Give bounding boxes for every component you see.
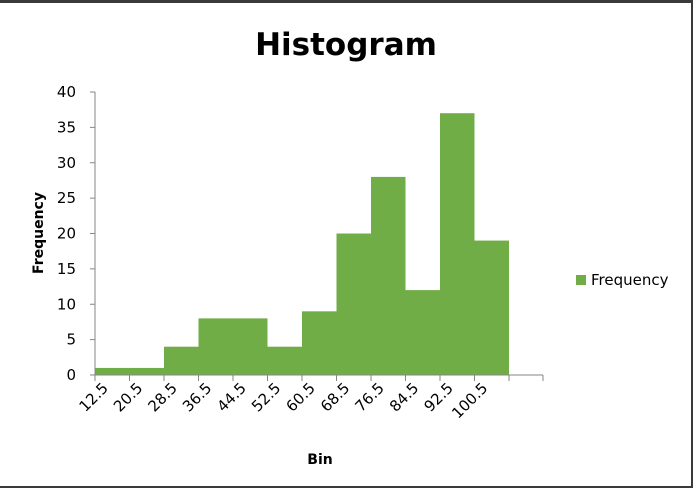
y-tick-label: 20 [57, 225, 76, 243]
histogram-chart: Histogram 0 5 10 15 20 25 30 35 40 12.520.528.53… [31, 27, 669, 468]
bar [164, 346, 199, 375]
bar [198, 318, 233, 375]
bar [336, 233, 371, 375]
bar [440, 113, 475, 375]
y-axis-label: Frequency [31, 192, 47, 274]
x-axis-label: Bin [307, 452, 332, 468]
x-tick-label: 28.5 [144, 379, 180, 415]
y-tick-label: 35 [57, 118, 76, 136]
y-tick-label: 40 [57, 83, 76, 101]
bar [474, 240, 509, 375]
legend-label: Frequency [591, 271, 669, 289]
x-tick-label: 84.5 [386, 379, 422, 415]
y-tick-label: 0 [66, 366, 76, 384]
y-tick-label: 25 [57, 189, 76, 207]
legend-swatch [576, 275, 586, 285]
x-tick-label: 68.5 [317, 379, 353, 415]
chart-title: Histogram [255, 27, 437, 63]
y-axis-ticks: 0 5 10 15 20 25 30 35 40 [57, 83, 95, 384]
y-tick-label: 10 [57, 295, 76, 313]
x-tick-label: 52.5 [248, 379, 284, 415]
x-tick-label: 60.5 [282, 379, 318, 415]
bar [95, 367, 130, 375]
y-tick-label: 5 [66, 331, 76, 349]
x-tick-label: 12.5 [75, 379, 111, 415]
bars [95, 113, 509, 375]
y-tick-label: 15 [57, 260, 76, 278]
x-tick-label: 20.5 [110, 379, 146, 415]
legend: Frequency [576, 271, 669, 289]
bar [405, 290, 440, 375]
bar [233, 318, 268, 375]
x-tick-label: 76.5 [351, 379, 387, 415]
x-tick-label: 36.5 [179, 379, 215, 415]
bar [371, 176, 406, 375]
y-tick-label: 30 [57, 154, 76, 172]
bar [129, 367, 164, 375]
x-tick-label: 44.5 [213, 379, 249, 415]
bar [267, 346, 302, 375]
x-tick-label: 100.5 [448, 379, 491, 422]
x-axis-ticks: 12.520.528.536.544.552.560.568.576.584.5… [75, 375, 544, 422]
bar [302, 311, 337, 375]
